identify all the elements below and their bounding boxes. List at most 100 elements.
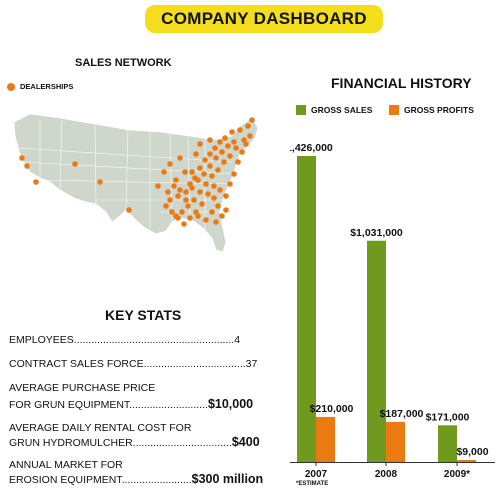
dealership-marker <box>211 183 217 189</box>
dealership-dot-icon <box>7 82 15 91</box>
legend-gross-profits-label: GROSS PROFITS <box>404 105 474 115</box>
stat-rental-cost-line2: GRUN HYDROMULCHER.......................… <box>9 437 232 449</box>
dealership-marker <box>239 149 245 155</box>
dealership-marker <box>197 189 203 195</box>
sales-network-title: SALES NETWORK <box>75 57 172 69</box>
data-label-gross-profits-2008: $187,000 <box>380 408 424 420</box>
dealership-marker <box>202 157 208 163</box>
dealership-marker <box>205 191 211 197</box>
data-label-gross-sales-2009: $171,000 <box>426 411 470 423</box>
stat-purchase-price: FOR GRUN EQUIPMENT......................… <box>9 397 253 412</box>
data-label-gross-profits-2007: $210,000 <box>310 403 354 415</box>
dealership-marker <box>179 209 185 215</box>
dealership-marker <box>235 159 241 165</box>
legend-gross-profits: GROSS PROFITS <box>389 105 474 115</box>
dealership-marker <box>207 137 213 143</box>
dealership-marker <box>217 139 223 145</box>
dealership-marker <box>229 129 235 135</box>
dealership-marker <box>211 195 217 201</box>
dealership-marker <box>19 155 25 161</box>
dealership-marker <box>207 163 213 169</box>
dealership-marker <box>183 197 189 203</box>
dealership-marker <box>243 141 249 147</box>
dealership-marker <box>177 187 183 193</box>
key-stats-title: KEY STATS <box>105 307 182 323</box>
dealership-marker <box>199 201 205 207</box>
dealership-marker <box>72 161 78 167</box>
stat-purchase-price-value: $10,000 <box>207 397 254 411</box>
dealership-marker <box>177 155 183 161</box>
dealership-marker <box>219 149 225 155</box>
dealership-marker <box>169 209 175 215</box>
x-tick-label-2008: 2008 <box>375 469 398 480</box>
dealership-marker <box>207 151 213 157</box>
dealership-marker <box>213 219 219 225</box>
dealership-marker <box>225 143 231 149</box>
dealership-marker <box>193 151 199 157</box>
bar-gross-sales-2007 <box>297 156 316 462</box>
dealerships-legend: DEALERSHIPS <box>7 82 73 91</box>
dealership-marker <box>203 181 209 187</box>
stat-rental-cost: GRUN HYDROMULCHER.......................… <box>9 435 260 450</box>
dealership-marker <box>189 185 195 191</box>
dealership-marker <box>24 163 30 169</box>
dealership-marker <box>217 187 223 193</box>
dealership-marker <box>231 171 237 177</box>
data-label-gross-sales-2008: $1,031,000 <box>350 227 403 239</box>
stat-market-value: $300 million <box>191 472 264 486</box>
dealership-marker <box>197 141 203 147</box>
dealership-marker <box>189 169 195 175</box>
dealership-marker <box>227 181 233 187</box>
stat-rental-cost-label: AVERAGE DAILY RENTAL COST FOR <box>9 421 191 435</box>
dealership-marker <box>175 193 181 199</box>
bar-gross-sales-2008 <box>367 240 386 462</box>
gross-profits-swatch-icon <box>389 105 399 115</box>
bar-gross-sales-2009 <box>438 425 457 462</box>
dealership-marker <box>187 215 193 221</box>
dealership-marker <box>221 159 227 165</box>
x-tick-label-2007: 2007 <box>305 469 328 480</box>
dashboard-title: COMPANY DASHBOARD <box>161 9 367 28</box>
dealership-marker <box>155 183 161 189</box>
dealership-marker <box>183 189 189 195</box>
stat-contract-sales-force: CONTRACT SALES FORCE....................… <box>9 357 257 371</box>
dealership-marker <box>126 207 132 213</box>
dealership-marker <box>237 127 243 133</box>
stat-rental-cost-line1: AVERAGE DAILY RENTAL COST FOR <box>9 422 192 434</box>
dealership-marker <box>191 197 197 203</box>
dealership-marker <box>209 173 215 179</box>
dealership-marker <box>97 179 103 185</box>
dealership-marker <box>175 215 181 221</box>
dealership-marker <box>223 207 229 213</box>
dealership-marker <box>247 133 253 139</box>
dashboard-banner: COMPANY DASHBOARD <box>145 5 383 33</box>
dealership-marker <box>161 169 167 175</box>
dealership-marker <box>222 135 228 141</box>
gross-sales-swatch-icon <box>296 105 306 115</box>
dealership-marker <box>231 139 237 145</box>
dealership-marker <box>171 183 177 189</box>
dealership-marker <box>209 209 215 215</box>
financial-history-title: FINANCIAL HISTORY <box>331 75 472 91</box>
stat-employees: EMPLOYEES...............................… <box>9 333 240 347</box>
x-tick-label-2009: 2009* <box>444 469 470 480</box>
dealership-marker <box>227 153 233 159</box>
stat-purchase-price-line1: AVERAGE PURCHASE PRICE <box>9 382 156 394</box>
dealership-marker <box>167 161 173 167</box>
dealership-marker <box>33 179 39 185</box>
dealership-marker <box>163 203 169 209</box>
dealership-marker <box>182 169 188 175</box>
dealership-marker <box>223 193 229 199</box>
dealership-marker <box>165 189 171 195</box>
dealership-marker <box>201 171 207 177</box>
dealership-marker <box>249 117 255 123</box>
stat-market-line2: EROSION EQUIPMENT.......................… <box>9 474 192 486</box>
dealership-marker <box>167 197 173 203</box>
legend-gross-sales-label: GROSS SALES <box>311 105 373 115</box>
dealership-marker <box>219 213 225 219</box>
dealership-marker <box>197 165 203 171</box>
dealership-marker <box>203 217 209 223</box>
estimate-footnote: *ESTIMATE <box>296 481 329 487</box>
bar-gross-profits-2007 <box>316 416 335 462</box>
bar-gross-profits-2008 <box>386 421 405 462</box>
